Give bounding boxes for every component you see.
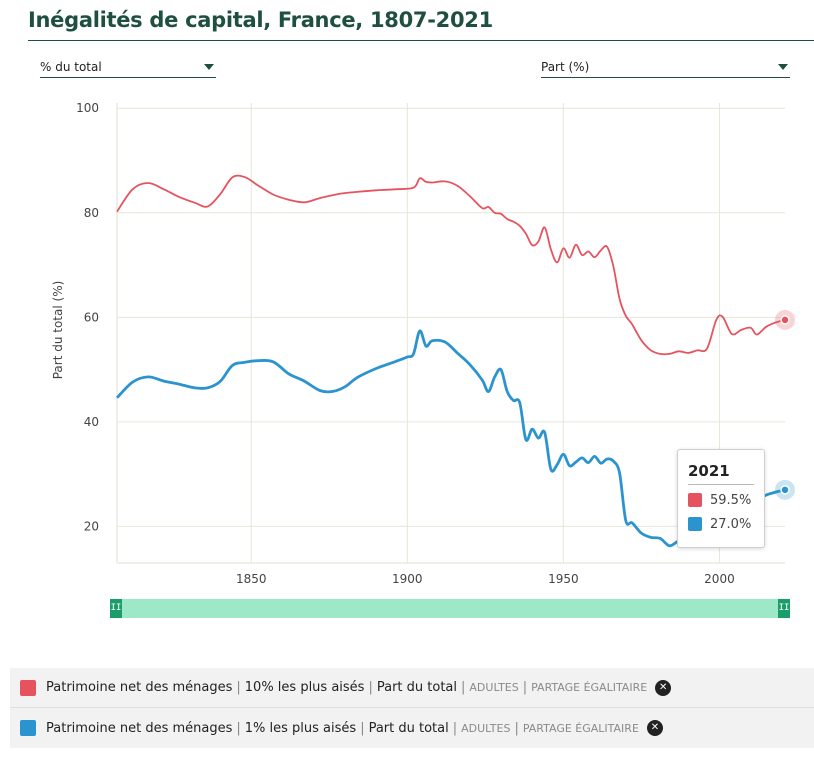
separator: |: [360, 720, 365, 736]
tooltip-swatch: [688, 493, 702, 507]
tooltip-divider: [688, 484, 754, 485]
separator: |: [461, 680, 466, 695]
legend-group: 1% les plus aisés: [244, 720, 357, 736]
separator: |: [236, 720, 241, 736]
x-axis-ticks: 1850 1900 1950 2000: [236, 572, 735, 586]
tooltip-row-top1: 27.0%: [688, 516, 751, 532]
legend-indicator: Patrimoine net des ménages: [46, 720, 233, 736]
y-tick-label: 100: [76, 101, 99, 115]
x-tick-label: 1950: [548, 572, 579, 586]
legend-item: Patrimoine net des ménages | 10% les plu…: [10, 668, 814, 708]
chart-grid: [116, 103, 785, 564]
legend-population: ADULTES: [461, 721, 511, 735]
legend-population: ADULTES: [469, 681, 519, 694]
time-range-slider[interactable]: [110, 599, 790, 618]
legend-unit: PARTAGE ÉGALITAIRE: [531, 681, 648, 694]
series-end-markers: [775, 309, 795, 500]
separator: |: [236, 680, 241, 695]
chart-series: [115, 174, 786, 548]
title-divider: [28, 40, 814, 41]
page-title: Inégalités de capital, France, 1807-2021: [28, 8, 493, 32]
end-point-marker: [780, 315, 790, 325]
series-line-top1: [115, 329, 786, 548]
legend-unit: PARTAGE ÉGALITAIRE: [522, 721, 639, 735]
x-tick-label: 1900: [392, 572, 423, 586]
legend-indicator: Patrimoine net des ménages: [46, 680, 233, 695]
hover-tooltip: 2021 59.5% 27.0%: [677, 449, 765, 548]
close-icon[interactable]: ✕: [655, 679, 672, 696]
y-axis-label: Part du total (%): [51, 281, 65, 380]
slider-handle-end[interactable]: II: [778, 599, 790, 618]
tooltip-value: 59.5%: [710, 492, 752, 508]
chevron-down-icon: [778, 64, 788, 70]
x-tick-label: 2000: [704, 572, 735, 586]
tooltip-row-top10: 59.5%: [688, 492, 751, 508]
unit-select-value: % du total: [40, 60, 102, 74]
y-axis-ticks: 20 40 60 80 100: [76, 101, 99, 533]
chevron-down-icon: [204, 64, 214, 70]
legend-panel: [10, 668, 814, 748]
tooltip-year: 2021: [688, 462, 730, 480]
series-line-top10: [116, 174, 786, 356]
y-tick-label: 60: [84, 310, 99, 324]
tooltip-value: 27.0%: [710, 516, 752, 532]
legend-swatch: [20, 679, 36, 696]
x-tick-label: 1850: [236, 572, 267, 586]
measure-select[interactable]: Part (%): [541, 58, 790, 78]
line-chart: 20 40 60 80 100 1850 1900 1950 2000 Part du tot…: [51, 101, 795, 586]
legend-measure: Part du total: [368, 720, 449, 736]
y-tick-label: 20: [84, 519, 99, 533]
tooltip-swatch: [688, 517, 702, 531]
y-tick-label: 40: [84, 415, 99, 429]
separator: |: [514, 720, 519, 736]
measure-select-value: Part (%): [541, 60, 590, 74]
legend-swatch: [20, 720, 36, 736]
separator: |: [452, 720, 458, 736]
separator: |: [522, 680, 528, 695]
unit-select[interactable]: % du total: [40, 58, 216, 78]
y-tick-label: 80: [84, 206, 99, 220]
slider-handle-start[interactable]: II: [110, 599, 122, 618]
separator: |: [368, 680, 373, 695]
close-icon[interactable]: ✕: [646, 720, 663, 736]
end-point-marker: [780, 485, 790, 495]
legend-item: Patrimoine net des ménages | 1% les plus…: [10, 708, 814, 748]
legend-measure: Part du total: [376, 680, 458, 695]
legend-group: 10% les plus aisés: [244, 680, 365, 695]
